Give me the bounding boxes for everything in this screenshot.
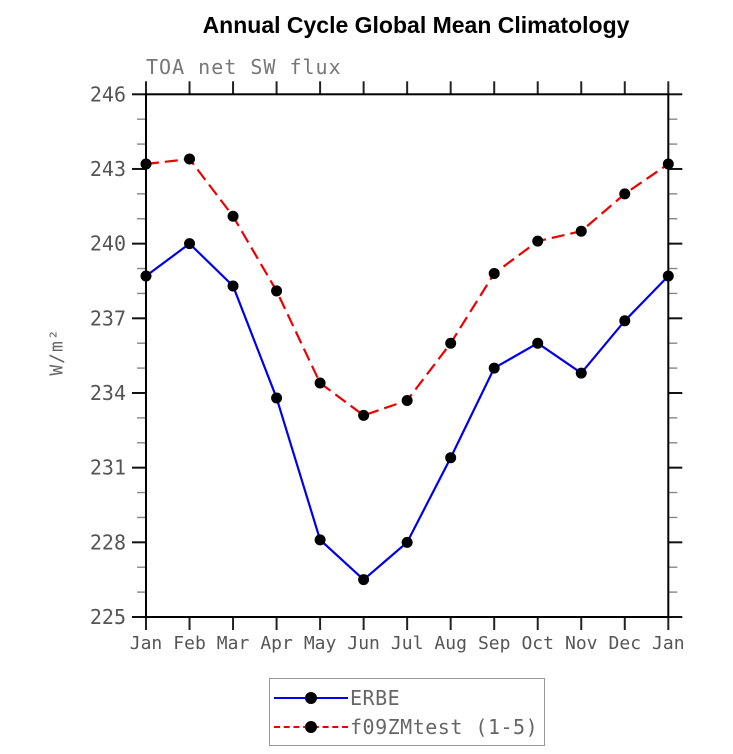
x-tick-label: Sep: [478, 633, 511, 654]
y-tick-label: 237: [90, 306, 126, 330]
x-tick-label: Aug: [434, 633, 467, 654]
x-tick-label: May: [304, 633, 337, 654]
data-point-marker: [532, 235, 544, 247]
data-point-marker: [619, 315, 631, 327]
marker-dot-icon: [305, 720, 317, 733]
legend-line-sample-erbe: [274, 691, 348, 704]
y-tick-label: 246: [90, 82, 126, 106]
data-point-marker: [488, 268, 500, 280]
data-point-marker: [358, 409, 370, 421]
series-f09zmtest: [140, 153, 674, 421]
data-point-marker: [619, 188, 631, 200]
data-point-marker: [662, 158, 674, 170]
data-point-marker: [401, 394, 413, 406]
data-point-marker: [314, 534, 326, 546]
x-tick-label: Apr: [260, 633, 293, 654]
data-point-marker: [532, 337, 544, 349]
series-line: [145, 157, 669, 417]
chart-title: Annual Cycle Global Mean Climatology: [202, 12, 630, 38]
chart-subtitle: TOA net SW flux: [146, 55, 342, 79]
data-point-marker: [445, 337, 457, 349]
legend-line-sample-f09zmtest: [274, 720, 348, 733]
y-tick-label: 228: [90, 530, 126, 554]
data-point-marker: [271, 392, 283, 404]
x-tick-label: Jul: [391, 633, 424, 654]
series-erbe: [140, 238, 674, 586]
data-point-marker: [314, 377, 326, 389]
data-point-marker: [575, 367, 587, 379]
data-point-marker: [358, 574, 370, 586]
y-axis-ticks: 225 228 231 234 237 240 243 246: [90, 82, 683, 629]
x-tick-label: Nov: [565, 633, 598, 654]
legend: ERBE f09ZMtest (1-5): [269, 678, 545, 746]
data-point-marker: [227, 280, 239, 292]
marker-dot-icon: [305, 691, 317, 704]
data-point-marker: [271, 285, 283, 297]
x-tick-label: Dec: [609, 633, 642, 654]
data-point-marker: [140, 158, 152, 170]
x-tick-label: Jan: [652, 633, 685, 654]
y-tick-label: 243: [90, 157, 126, 181]
legend-item-erbe: ERBE: [274, 685, 544, 711]
legend-item-f09zmtest: f09ZMtest (1-5): [274, 714, 544, 740]
y-tick-label: 240: [90, 232, 126, 256]
x-tick-label: Jun: [347, 633, 380, 654]
legend-label-erbe: ERBE: [350, 685, 401, 710]
y-tick-label: 234: [90, 381, 126, 405]
legend-label-f09zmtest: f09ZMtest (1-5): [350, 714, 539, 739]
data-point-marker: [488, 362, 500, 374]
data-point-marker: [184, 153, 196, 165]
series-line: [145, 242, 670, 582]
x-axis-ticks: Jan Feb Mar Apr May Jun Jul Aug Sep Oct Nov Dec Jan: [130, 81, 685, 654]
plot-frame: [145, 93, 670, 619]
x-tick-label: Jan: [130, 633, 163, 654]
data-point-marker: [662, 270, 674, 282]
x-tick-label: Feb: [173, 633, 206, 654]
x-tick-label: Oct: [521, 633, 554, 654]
x-tick-label: Mar: [217, 633, 250, 654]
data-point-marker: [575, 225, 587, 237]
y-tick-label: 231: [90, 456, 126, 480]
data-point-marker: [227, 210, 239, 222]
plot-frame-group: [145, 93, 670, 619]
data-point-marker: [184, 238, 196, 250]
data-point-marker: [401, 536, 413, 548]
data-point-marker: [140, 270, 152, 282]
data-point-marker: [445, 452, 457, 464]
y-tick-label: 225: [90, 605, 126, 629]
